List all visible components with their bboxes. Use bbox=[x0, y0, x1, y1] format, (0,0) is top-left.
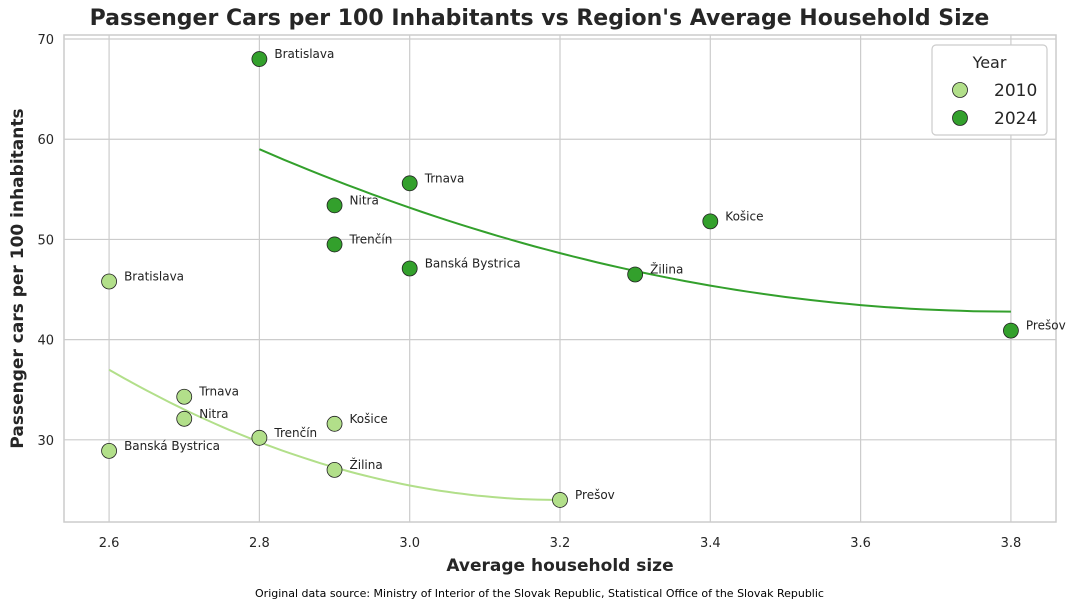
point-label: Žilina bbox=[350, 457, 383, 472]
point-label: Bratislava bbox=[124, 270, 184, 284]
legend-label-2010: 2010 bbox=[994, 81, 1037, 101]
point-label: Prešov bbox=[575, 488, 615, 502]
data-point bbox=[326, 236, 343, 253]
point-label: Banská Bystrica bbox=[124, 439, 220, 453]
data-point bbox=[552, 492, 568, 508]
point-label: Trnava bbox=[198, 385, 239, 399]
trend-line-2024 bbox=[259, 148, 1011, 313]
x-tick-label: 3.6 bbox=[850, 536, 871, 551]
point-label: Trenčín bbox=[273, 426, 317, 440]
data-point bbox=[326, 197, 343, 214]
legend: Year 2010 2024 bbox=[931, 44, 1048, 136]
point-label: Bratislava bbox=[274, 47, 334, 61]
x-tick-label: 3.8 bbox=[1001, 536, 1022, 551]
y-tick-label: 70 bbox=[37, 33, 54, 48]
chart-title: Passenger Cars per 100 Inhabitants vs Re… bbox=[89, 6, 990, 31]
legend-marker-2010 bbox=[952, 82, 968, 98]
point-label: Trenčín bbox=[349, 232, 393, 246]
point-label: Prešov bbox=[1026, 319, 1066, 333]
data-point bbox=[251, 429, 268, 446]
point-label: Košice bbox=[725, 209, 763, 223]
legend-label-2024: 2024 bbox=[994, 109, 1037, 129]
data-point bbox=[326, 415, 343, 432]
x-tick-label: 3.0 bbox=[399, 536, 420, 551]
point-label: Trnava bbox=[424, 171, 465, 185]
point-label: Nitra bbox=[199, 407, 228, 421]
x-tick-label: 3.4 bbox=[700, 536, 721, 551]
point-label: Nitra bbox=[350, 193, 379, 207]
y-tick-label: 60 bbox=[37, 133, 54, 148]
x-tick-label: 2.8 bbox=[249, 536, 270, 551]
data-point bbox=[101, 442, 117, 459]
plot-frame bbox=[63, 34, 1057, 523]
legend-title: Year bbox=[972, 53, 1007, 72]
data-point bbox=[627, 266, 644, 283]
data-point bbox=[401, 260, 418, 277]
point-label: Košice bbox=[350, 412, 388, 426]
x-tick-label: 3.2 bbox=[550, 536, 571, 551]
data-point bbox=[401, 175, 418, 192]
data-point bbox=[702, 213, 719, 230]
y-tick-label: 50 bbox=[37, 233, 54, 248]
point-label: Žilina bbox=[650, 261, 683, 276]
y-tick-label: 40 bbox=[37, 334, 54, 349]
data-point bbox=[1003, 322, 1019, 339]
x-tick-label: 2.6 bbox=[99, 536, 120, 551]
data-point bbox=[176, 410, 193, 427]
point-label: Banská Bystrica bbox=[425, 256, 521, 270]
x-axis-label: Average household size bbox=[446, 556, 673, 576]
source-note: Original data source: Ministry of Interi… bbox=[255, 587, 824, 600]
legend-marker-2024 bbox=[952, 110, 968, 126]
series-2024: Bratislava Trnava Nitra Trenčín Banská Bystr… bbox=[251, 47, 1066, 339]
trend-line-2010 bbox=[108, 368, 561, 501]
data-point bbox=[101, 273, 117, 290]
data-point bbox=[176, 388, 193, 405]
grid-lines bbox=[64, 35, 1056, 522]
data-point bbox=[251, 51, 268, 67]
y-axis-label: Passenger cars per 100 inhabitants bbox=[8, 108, 28, 448]
series-2010: Bratislava Banská Bystrica Trnava Nitra Tren… bbox=[101, 270, 615, 508]
y-tick-label: 30 bbox=[37, 434, 54, 449]
data-point bbox=[326, 461, 343, 478]
